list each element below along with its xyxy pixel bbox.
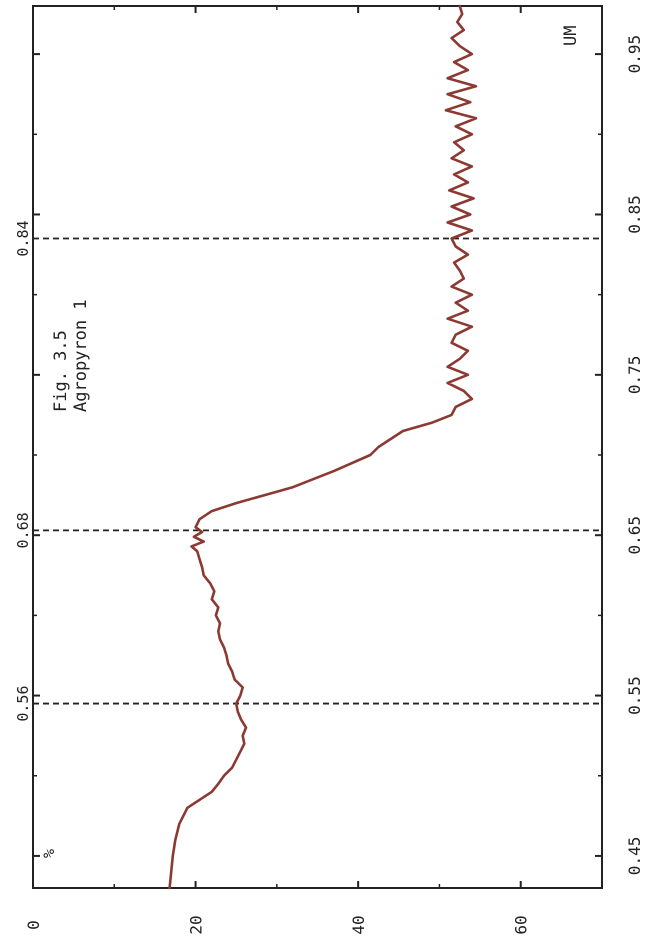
y-tick-label: 20 [187,915,206,934]
labels-layer: Fig. 3.5 Agropyron 1 UM % [40,26,581,858]
x-tick-label: 0.95 [625,35,644,74]
y-tick-label: 40 [349,915,368,934]
y-unit-label: % [40,849,58,858]
figure-title-line2: Agropyron 1 [71,299,91,412]
x-tick-label: 0.55 [625,676,644,715]
x-tick-label: 0.75 [625,356,644,395]
plot-frame-layer: 0.45 0.55 0.65 0.75 0.85 0.95 0 20 40 60 [24,5,644,935]
reference-line-label: 0.68 [14,512,32,548]
x-tick-label: 0.45 [625,837,644,876]
reference-line-label: 0.84 [14,220,32,256]
x-tick-label: 0.85 [625,195,644,234]
x-unit-label: UM [561,26,581,46]
y-tick-label: 0 [24,920,43,930]
plot-frame [32,5,603,889]
reference-lines-layer: 0.56 0.68 0.84 [14,220,602,722]
y-tick-label: 60 [512,915,531,934]
reference-line-label: 0.56 [14,686,32,722]
series-layer [168,4,478,890]
figure-title-line1: Fig. 3.5 [51,330,71,412]
series-line [168,4,478,890]
x-tick-label: 0.65 [625,516,644,555]
